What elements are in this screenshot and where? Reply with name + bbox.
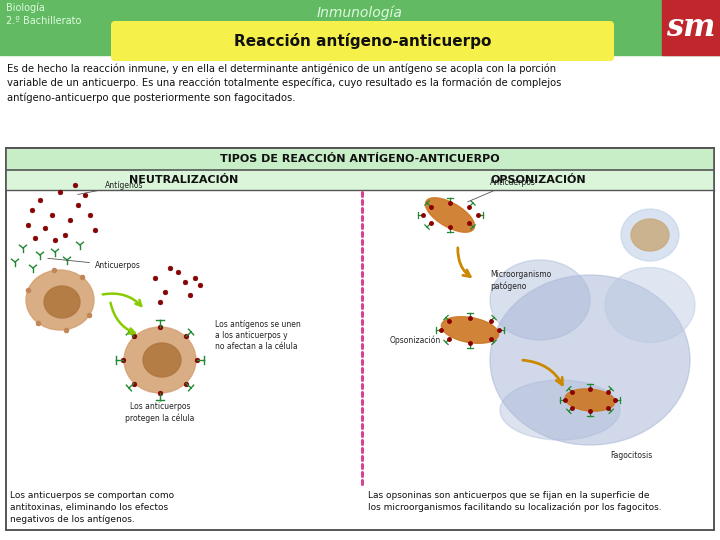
Text: Los anticuerpos
protegen la célula: Los anticuerpos protegen la célula [125, 402, 194, 423]
Ellipse shape [44, 286, 80, 318]
Ellipse shape [631, 219, 669, 251]
Ellipse shape [426, 198, 474, 232]
Bar [6, 148, 714, 170]
Text: TIPOS DE REACCIÓN ANTÍGENO-ANTICUERPO: TIPOS DE REACCIÓN ANTÍGENO-ANTICUERPO [220, 154, 500, 164]
Text: Fagocitosis: Fagocitosis [610, 450, 652, 460]
Ellipse shape [441, 316, 499, 343]
Bar [0, 0, 720, 55]
Ellipse shape [621, 209, 679, 261]
Ellipse shape [490, 275, 690, 445]
Text: Anticuerpos: Anticuerpos [467, 178, 536, 202]
Text: sm: sm [666, 12, 716, 43]
Ellipse shape [124, 327, 196, 393]
Text: Opsonización: Opsonización [390, 335, 441, 345]
Ellipse shape [143, 343, 181, 377]
Bar [662, 0, 720, 55]
FancyBboxPatch shape [111, 21, 614, 61]
Bar [6, 148, 714, 530]
Ellipse shape [26, 270, 94, 330]
Text: Anticuerpos: Anticuerpos [48, 258, 141, 270]
Bar [6, 170, 714, 190]
Text: OPSONIZACIÓN: OPSONIZACIÓN [490, 175, 586, 185]
Text: NEUTRALIZACIÓN: NEUTRALIZACIÓN [130, 175, 238, 185]
Text: Los anticuerpos se comportan como
antitoxinas, eliminando los efectos
negativos : Los anticuerpos se comportan como antito… [10, 491, 174, 524]
Ellipse shape [490, 260, 590, 340]
Text: Las opsoninas son anticuerpos que se fijan en la superficie de
los microorganism: Las opsoninas son anticuerpos que se fij… [368, 491, 662, 512]
Ellipse shape [500, 380, 620, 440]
Ellipse shape [605, 267, 695, 342]
Text: Inmunología: Inmunología [317, 6, 403, 20]
Text: Antígenos: Antígenos [78, 181, 143, 194]
Text: Biología
2.º Bachillerato: Biología 2.º Bachillerato [6, 2, 81, 26]
Ellipse shape [565, 389, 615, 411]
Text: Es de hecho la reacción inmune, y en ella el determinante antigénico de un antíg: Es de hecho la reacción inmune, y en ell… [7, 63, 562, 103]
Text: Los antígenos se unen
a los anticuerpos y
no afectan a la célula: Los antígenos se unen a los anticuerpos … [215, 320, 301, 351]
Text: Reacción antígeno-anticuerpo: Reacción antígeno-anticuerpo [234, 33, 491, 49]
Text: Microorganismo
patógeno: Microorganismo patógeno [490, 270, 552, 291]
